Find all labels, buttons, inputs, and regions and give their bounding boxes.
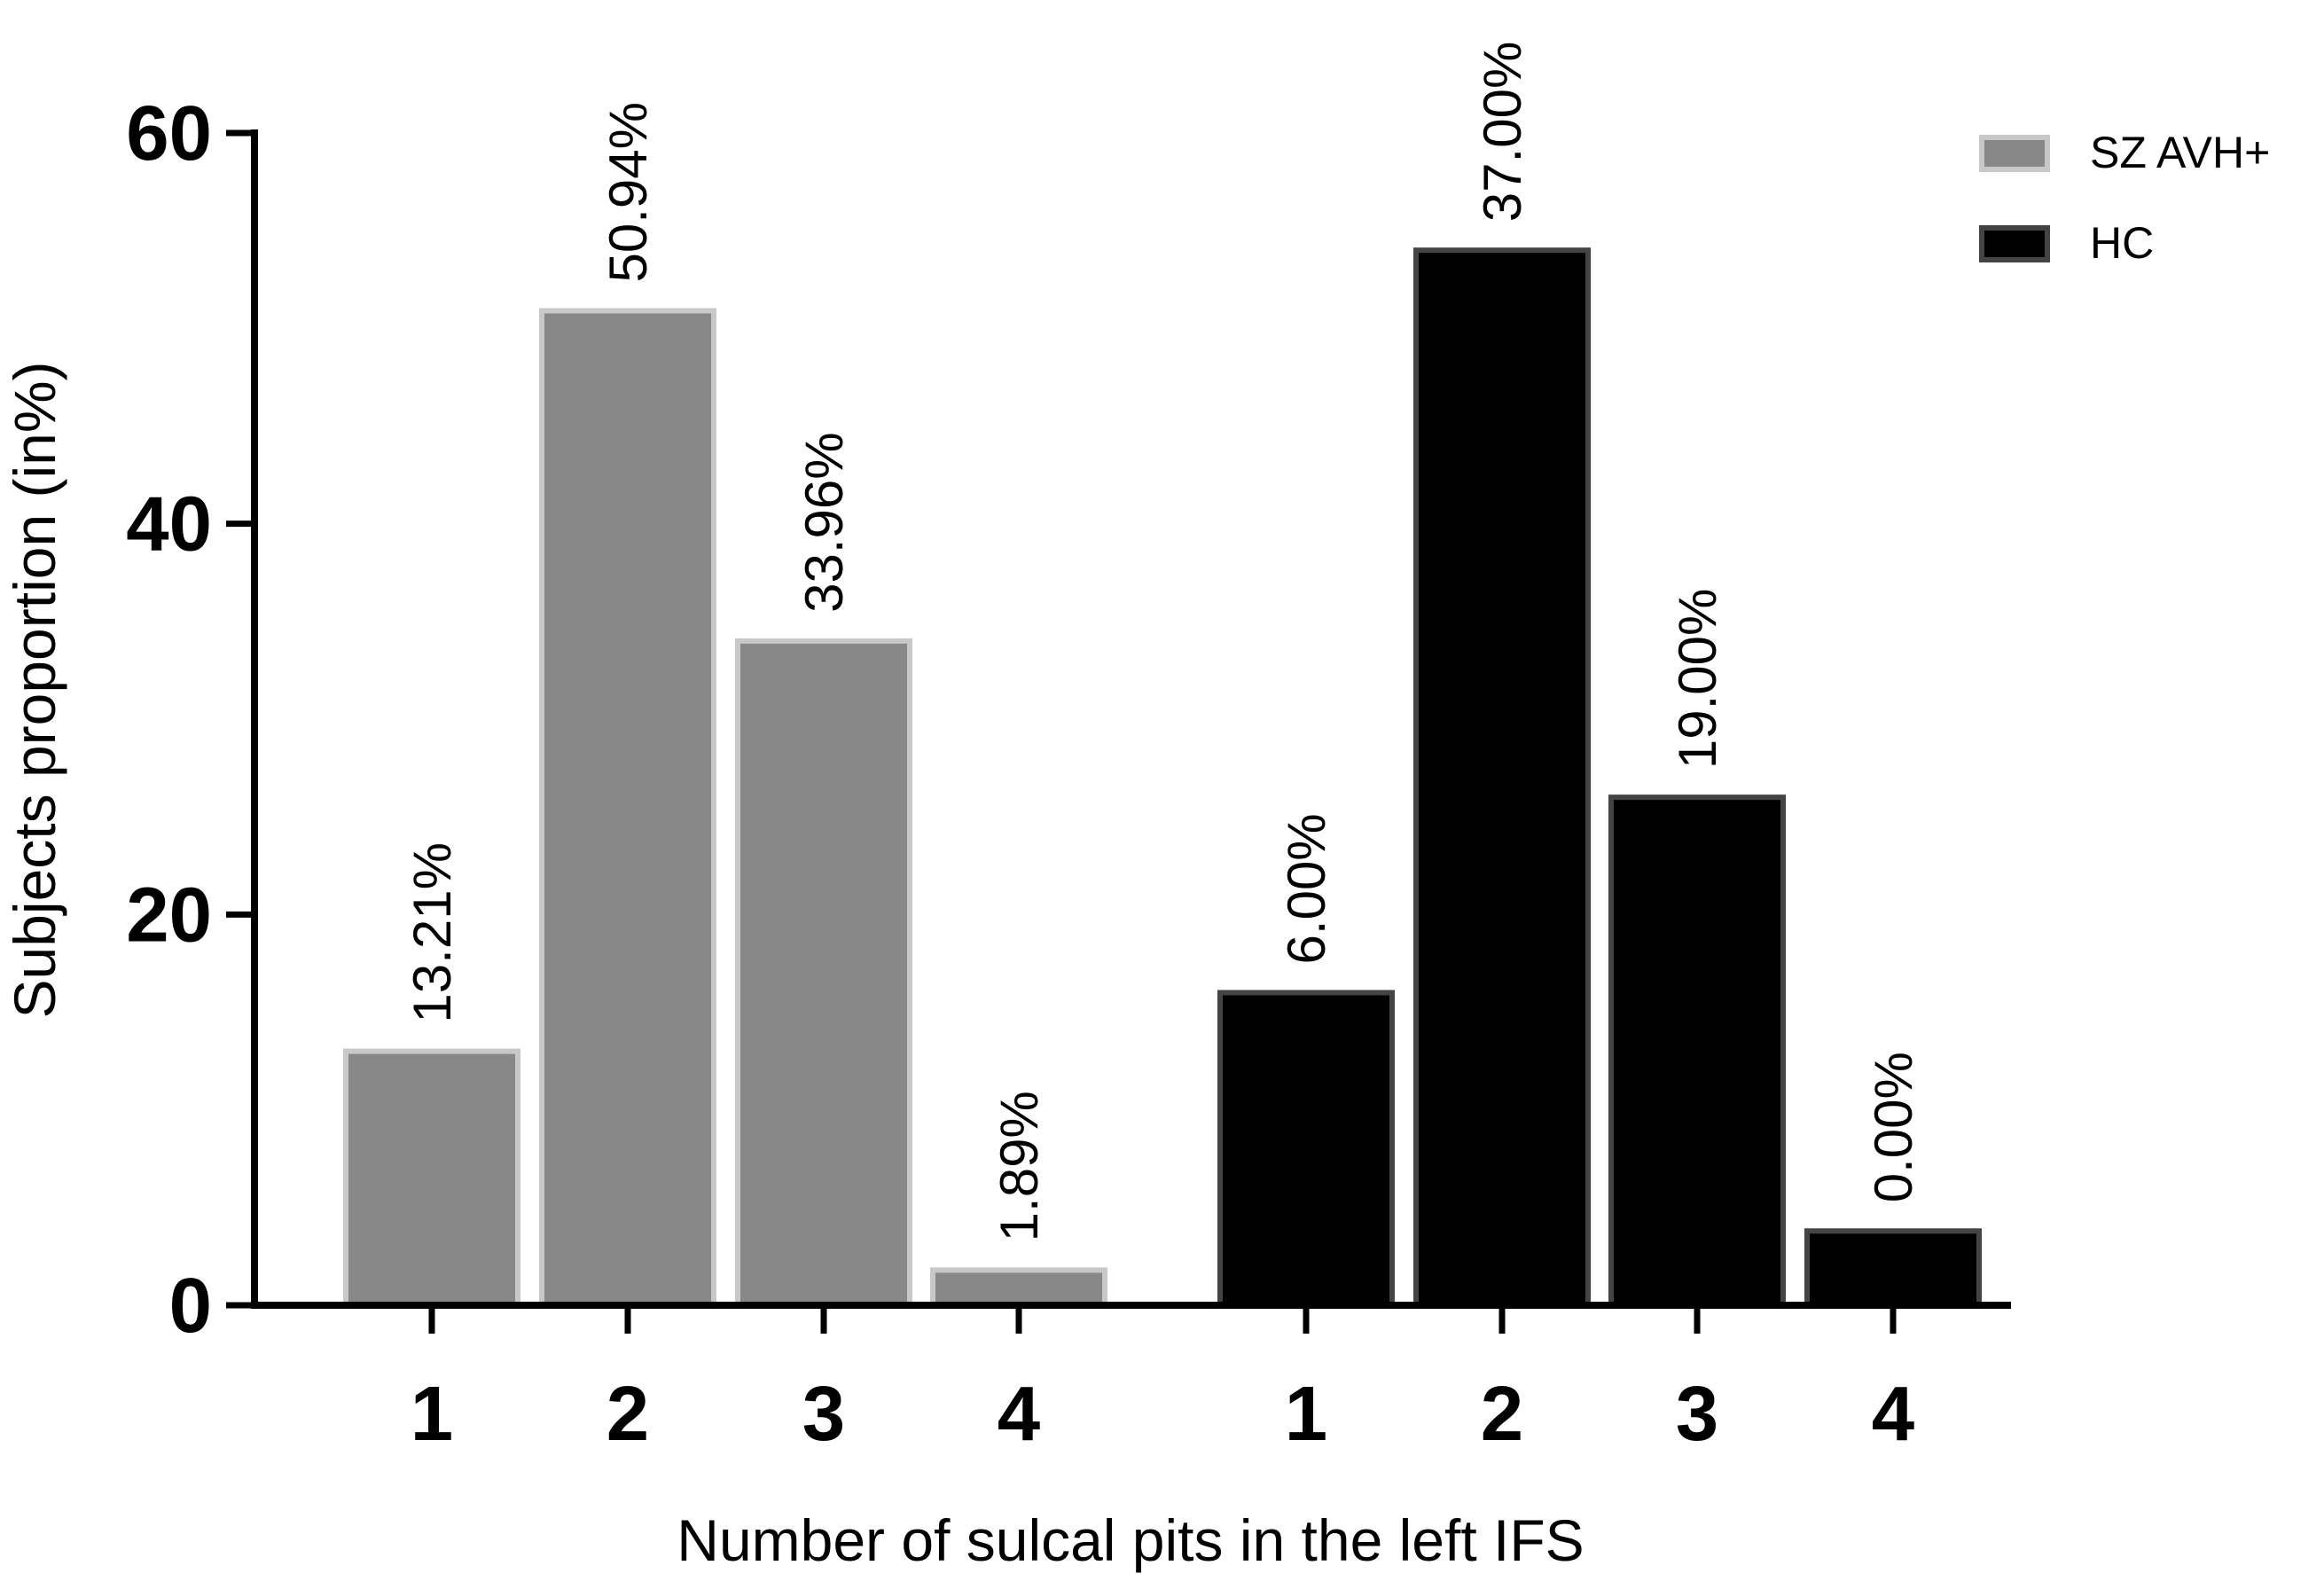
bar-sz-avh-2 [539,308,716,1309]
data-label-hc-3: 19.00% [1668,589,1727,770]
y-tick-label-20: 20 [126,872,212,958]
legend-label-sz-avh: SZ AVH+ [2090,128,2270,177]
x-tick-label-sz-avh-3: 3 [802,1371,845,1457]
x-tick-label-hc-1: 1 [1285,1371,1327,1457]
y-axis-title: Subjects proportion (in%) [2,361,67,1018]
x-tick-label-sz-avh-1: 1 [411,1371,453,1457]
data-label-sz-avh-2: 50.94% [599,102,658,283]
data-label-hc-2: 37.00% [1473,42,1532,223]
bar-hc-1 [1217,990,1395,1308]
legend: SZ AVH+ HC [1979,128,2270,268]
data-label-hc-4: 0.00% [1864,1052,1923,1202]
data-label-sz-avh-1: 13.21% [403,842,462,1023]
legend-label-hc: HC [2090,218,2154,268]
data-label-hc-1: 6.00% [1277,813,1336,964]
bar-sz-avh-3 [735,638,912,1308]
labels-layer: 13.21% 50.94% 33.96% 1.89% 6.00% 37.00% 19.00%… [403,42,1923,1242]
y-tick-label-60: 60 [126,90,212,176]
data-label-sz-avh-3: 33.96% [794,432,854,613]
bars-layer [343,247,1982,1309]
x-axis-title: Number of sulcal pits in the left IFS [677,1507,1584,1573]
bar-hc-2 [1413,247,1591,1309]
bar-hc-4 [1804,1228,1982,1308]
y-tick-label-40: 40 [126,481,212,568]
legend-swatch-hc [1979,225,2050,262]
legend-swatch-sz-avh [1979,135,2050,172]
y-tick-label-0: 0 [169,1263,212,1349]
x-tick-label-hc-2: 2 [1481,1371,1523,1457]
x-tick-label-sz-avh-4: 4 [998,1371,1040,1457]
x-tick-label-hc-4: 4 [1872,1371,1914,1457]
bar-hc-3 [1608,794,1786,1308]
x-tick-label-sz-avh-2: 2 [606,1371,649,1457]
bar-sz-avh-4 [930,1267,1107,1308]
x-tick-label-hc-3: 3 [1676,1371,1718,1457]
bar-sz-avh-1 [343,1048,520,1308]
data-label-sz-avh-4: 1.89% [990,1091,1049,1241]
